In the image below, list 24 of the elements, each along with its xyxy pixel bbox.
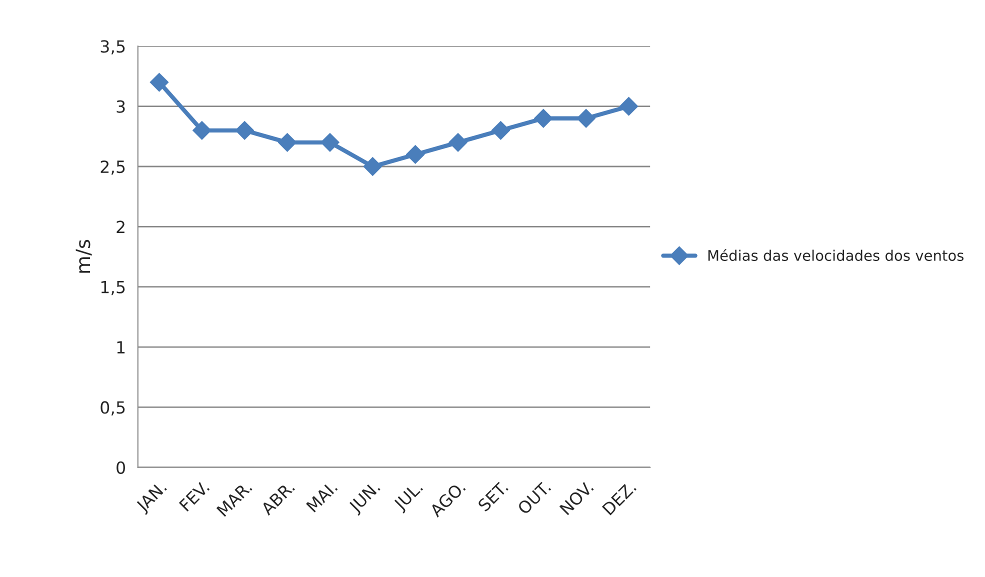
y-tick-label: 3 <box>116 100 125 113</box>
point <box>619 96 638 116</box>
point <box>235 121 254 140</box>
point <box>534 109 553 128</box>
point <box>150 72 169 92</box>
point <box>320 133 340 152</box>
legend-label: Médias das velocidades dos ventos <box>708 249 964 261</box>
y-tick-label: 2 <box>116 220 124 234</box>
point <box>192 121 212 140</box>
point <box>491 121 510 140</box>
y-axis-title: m/s <box>76 240 92 273</box>
point <box>406 145 425 164</box>
point <box>278 133 297 152</box>
y-tick-label: 1 <box>117 341 125 354</box>
point <box>576 109 596 128</box>
y-tick-label: 3,5 <box>100 40 125 54</box>
point <box>363 157 382 176</box>
y-tick-label: 1,5 <box>101 281 125 296</box>
y-tick-label: 2,5 <box>100 160 125 175</box>
y-tick-label: 0 <box>116 461 125 474</box>
y-tick-label: 0,5 <box>100 401 125 416</box>
x-tick-label: JUL. <box>392 480 426 514</box>
x-tick-label: MAI. <box>306 480 338 512</box>
point <box>448 133 468 152</box>
